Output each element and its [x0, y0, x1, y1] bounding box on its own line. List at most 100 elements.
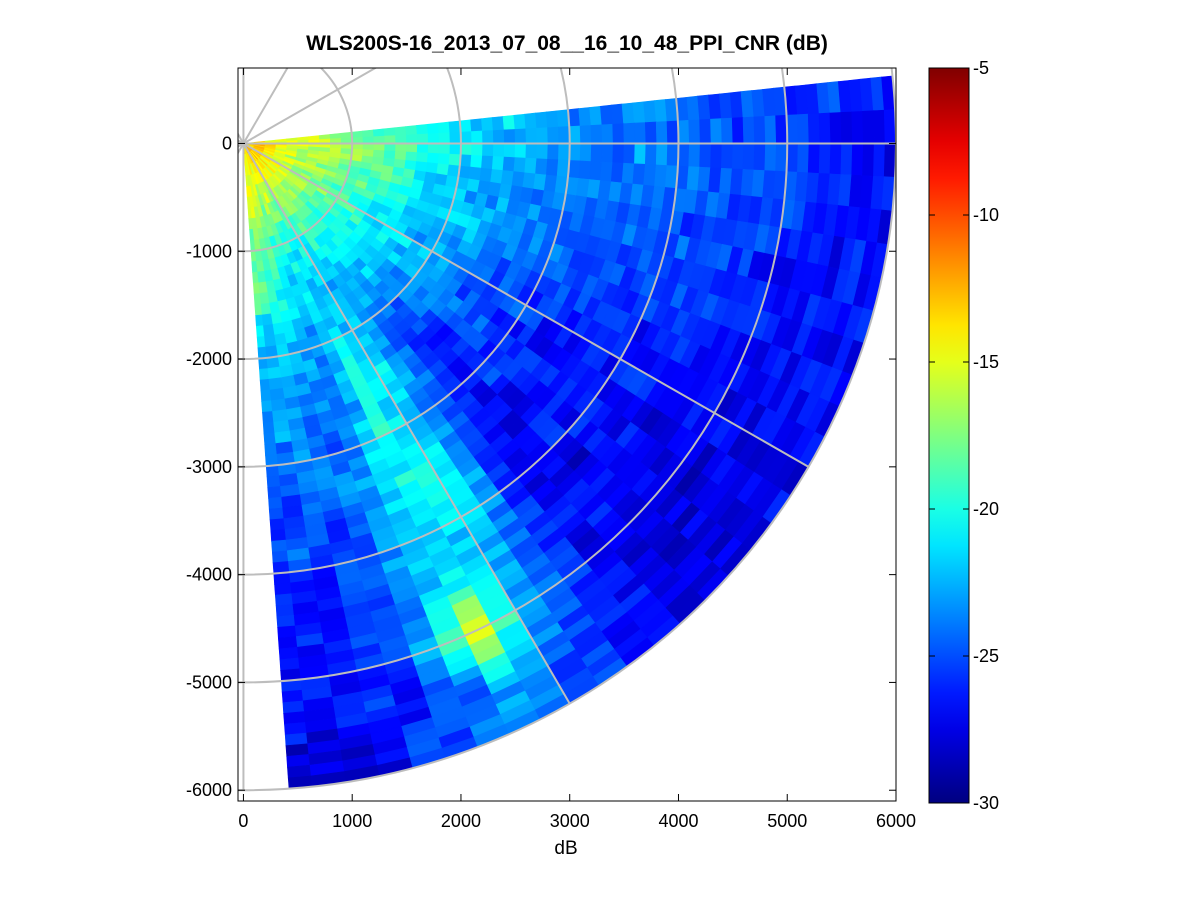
cnr-cell	[395, 143, 407, 153]
cnr-cell	[383, 127, 396, 137]
cnr-cell	[394, 126, 407, 136]
cnr-cell	[818, 143, 832, 175]
cnr-cell	[547, 143, 560, 161]
x-axis-label: dB	[554, 838, 577, 859]
cnr-cell	[268, 507, 284, 521]
cnr-cell	[601, 123, 614, 144]
cnr-cell	[610, 103, 624, 125]
cnr-cell	[274, 582, 292, 596]
cnr-cell	[797, 113, 810, 144]
cnr-cell	[436, 163, 450, 176]
colorbar-tick-label: -20	[973, 499, 999, 519]
cnr-cell	[708, 93, 722, 120]
cnr-cell	[643, 100, 657, 123]
cnr-cell	[362, 129, 375, 138]
cnr-cell	[601, 143, 614, 163]
cnr-cell	[406, 134, 418, 144]
cnr-cell	[254, 303, 262, 316]
cnr-cell	[797, 143, 810, 174]
cnr-cell	[708, 167, 722, 194]
cnr-cell	[251, 261, 258, 273]
cnr-cell	[351, 130, 364, 139]
cnr-cell	[590, 124, 603, 144]
cnr-cell	[818, 112, 832, 144]
cnr-cell	[764, 143, 777, 172]
cnr-cell	[610, 162, 624, 184]
cnr-cell	[621, 102, 635, 125]
cnr-cell	[634, 122, 647, 144]
chart-title: WLS200S-16_2013_07_08__16_10_48_PPI_CNR …	[306, 32, 828, 55]
cnr-cell	[502, 114, 516, 131]
cnr-cell	[568, 143, 581, 162]
cnr-cell	[536, 143, 549, 160]
cnr-cell	[634, 143, 647, 165]
cnr-cell	[710, 143, 723, 169]
cnr-cell	[372, 128, 385, 138]
grid-spoke	[238, 139, 244, 145]
cnr-cell	[282, 700, 305, 714]
cnr-cell	[589, 105, 603, 126]
cnr-cell	[284, 732, 308, 746]
cnr-cell	[269, 387, 285, 402]
cnr-cell	[491, 156, 505, 171]
cnr-cell	[262, 421, 275, 435]
cnr-cell	[384, 143, 397, 152]
colorbar-ticks: -5 -10 -15 -20 -25 -30	[929, 58, 999, 813]
cnr-cell	[666, 143, 679, 167]
cnr-cell	[437, 121, 451, 134]
colorbar-tick-label: -25	[973, 646, 999, 666]
cnr-cell	[764, 115, 777, 144]
x-tick-label: 1000	[332, 811, 372, 831]
cnr-cell	[535, 158, 548, 176]
cnr-cell	[578, 107, 592, 127]
cnr-cell	[775, 143, 788, 173]
cnr-cell	[524, 112, 538, 130]
cnr-cell	[514, 143, 527, 159]
cnr-cell	[255, 325, 265, 338]
cnr-cell	[278, 646, 299, 660]
cnr-cell	[807, 143, 821, 174]
cnr-cell	[260, 302, 272, 316]
y-tick-label: -5000	[186, 672, 232, 692]
cnr-cell	[271, 550, 289, 564]
cnr-cell	[579, 143, 592, 162]
cnr-cell	[688, 119, 701, 144]
cnr-cell	[281, 689, 303, 703]
cnr-cell	[632, 101, 646, 124]
cnr-cell	[492, 143, 505, 158]
x-tick-label: 2000	[441, 811, 481, 831]
cnr-cell	[259, 378, 270, 392]
x-axis-ticks: 0 1000 2000 3000 4000 5000 6000	[238, 68, 916, 831]
cnr-cell	[492, 129, 505, 144]
cnr-cell	[259, 368, 269, 381]
cnr-cell	[655, 143, 668, 166]
cnr-cell	[807, 113, 821, 144]
cnr-cell	[786, 143, 799, 173]
cnr-cell	[883, 143, 896, 178]
grid-spoke	[238, 142, 245, 155]
cnr-cell	[329, 132, 342, 140]
cnr-cell	[470, 154, 483, 169]
cnr-cell	[252, 271, 259, 284]
cnr-cell	[449, 131, 462, 144]
cnr-cell	[448, 120, 462, 134]
cnr-cell	[479, 167, 493, 183]
cnr-cell	[621, 162, 635, 185]
cnr-cell	[261, 400, 273, 413]
cnr-cell	[416, 143, 429, 154]
y-tick-label: -4000	[186, 565, 232, 585]
cnr-cell	[720, 117, 734, 144]
x-tick-label: 4000	[658, 811, 698, 831]
cnr-cell	[471, 143, 484, 157]
cnr-cell	[448, 153, 462, 167]
cnr-cell	[862, 143, 875, 177]
cnr-cell	[612, 123, 625, 144]
cnr-cell	[259, 292, 270, 305]
colorbar-tick-label: -30	[973, 793, 999, 813]
cnr-cell	[449, 143, 462, 156]
cnr-cell	[468, 166, 482, 181]
cnr-cell	[340, 131, 353, 139]
cnr-cell	[416, 152, 429, 163]
cnr-cell	[600, 161, 614, 183]
cnr-cell	[416, 133, 429, 144]
